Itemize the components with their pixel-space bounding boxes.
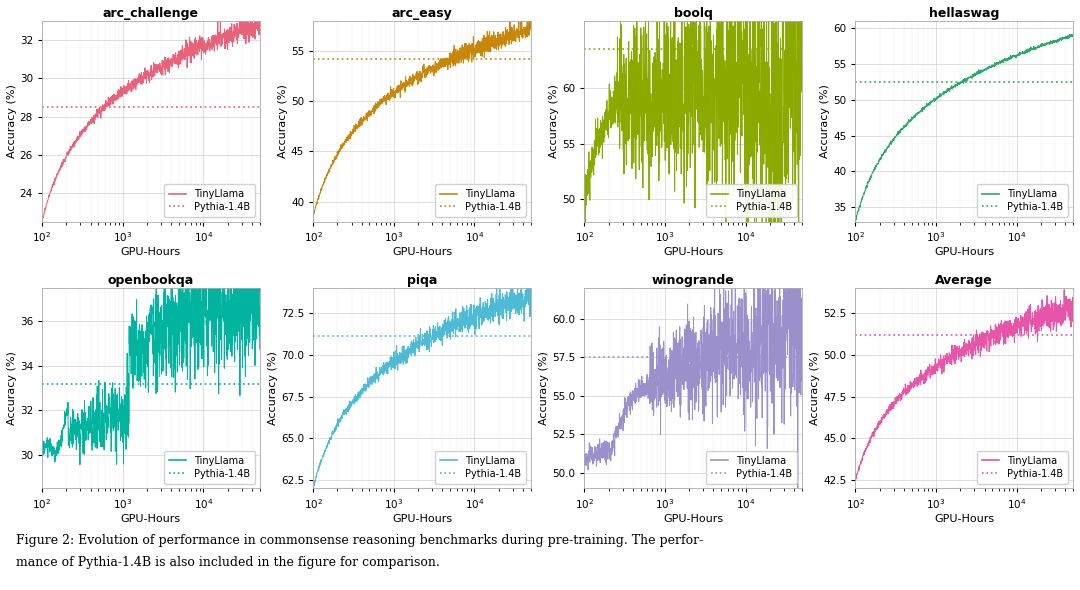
Title: hellaswag: hellaswag xyxy=(929,7,999,20)
X-axis label: GPU-Hours: GPU-Hours xyxy=(663,514,724,524)
Legend: TinyLlama, Pythia-1.4B: TinyLlama, Pythia-1.4B xyxy=(164,451,255,484)
Legend: TinyLlama, Pythia-1.4B: TinyLlama, Pythia-1.4B xyxy=(164,184,255,217)
Title: arc_challenge: arc_challenge xyxy=(103,7,199,20)
Title: Average: Average xyxy=(935,274,994,287)
X-axis label: GPU-Hours: GPU-Hours xyxy=(934,514,995,524)
Title: arc_easy: arc_easy xyxy=(392,7,453,20)
X-axis label: GPU-Hours: GPU-Hours xyxy=(121,247,181,257)
Y-axis label: Accuracy (%): Accuracy (%) xyxy=(821,84,831,158)
Title: boolq: boolq xyxy=(674,7,713,20)
Legend: TinyLlama, Pythia-1.4B: TinyLlama, Pythia-1.4B xyxy=(435,184,526,217)
X-axis label: GPU-Hours: GPU-Hours xyxy=(934,247,995,257)
Legend: TinyLlama, Pythia-1.4B: TinyLlama, Pythia-1.4B xyxy=(977,184,1068,217)
Legend: TinyLlama, Pythia-1.4B: TinyLlama, Pythia-1.4B xyxy=(977,451,1068,484)
Title: openbookqa: openbookqa xyxy=(108,274,194,287)
Text: mance of Pythia-1.4B is also included in the figure for comparison.: mance of Pythia-1.4B is also included in… xyxy=(16,556,440,569)
Title: piqa: piqa xyxy=(407,274,437,287)
Y-axis label: Accuracy (%): Accuracy (%) xyxy=(6,351,17,425)
Text: Figure 2: Evolution of performance in commonsense reasoning benchmarks during pr: Figure 2: Evolution of performance in co… xyxy=(16,534,703,547)
Y-axis label: Accuracy (%): Accuracy (%) xyxy=(810,351,821,425)
Title: winogrande: winogrande xyxy=(651,274,734,287)
X-axis label: GPU-Hours: GPU-Hours xyxy=(392,514,453,524)
Y-axis label: Accuracy (%): Accuracy (%) xyxy=(6,84,17,158)
X-axis label: GPU-Hours: GPU-Hours xyxy=(392,247,453,257)
Legend: TinyLlama, Pythia-1.4B: TinyLlama, Pythia-1.4B xyxy=(435,451,526,484)
X-axis label: GPU-Hours: GPU-Hours xyxy=(121,514,181,524)
Legend: TinyLlama, Pythia-1.4B: TinyLlama, Pythia-1.4B xyxy=(706,184,797,217)
Y-axis label: Accuracy (%): Accuracy (%) xyxy=(539,351,549,425)
Y-axis label: Accuracy (%): Accuracy (%) xyxy=(549,84,559,158)
Y-axis label: Accuracy (%): Accuracy (%) xyxy=(278,84,288,158)
Y-axis label: Accuracy (%): Accuracy (%) xyxy=(268,351,278,425)
X-axis label: GPU-Hours: GPU-Hours xyxy=(663,247,724,257)
Legend: TinyLlama, Pythia-1.4B: TinyLlama, Pythia-1.4B xyxy=(706,451,797,484)
